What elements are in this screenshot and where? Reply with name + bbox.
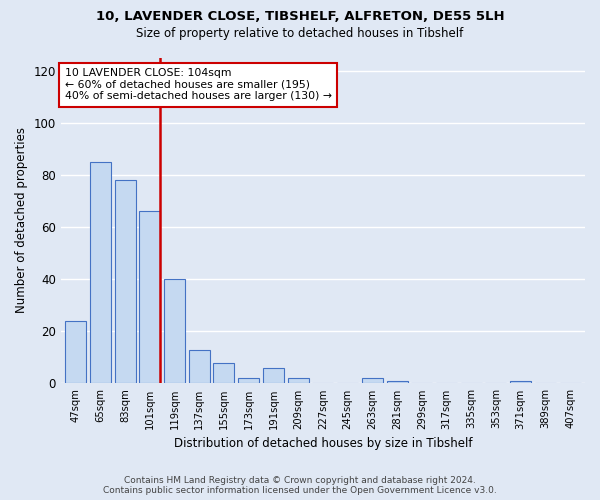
- Bar: [510, 381, 531, 384]
- Bar: [164, 279, 185, 384]
- Text: Size of property relative to detached houses in Tibshelf: Size of property relative to detached ho…: [136, 28, 464, 40]
- Bar: [287, 378, 308, 384]
- Bar: [65, 321, 86, 384]
- Bar: [214, 362, 235, 384]
- Bar: [238, 378, 259, 384]
- Bar: [139, 212, 160, 384]
- Bar: [189, 350, 210, 384]
- Bar: [362, 378, 383, 384]
- X-axis label: Distribution of detached houses by size in Tibshelf: Distribution of detached houses by size …: [173, 437, 472, 450]
- Text: Contains HM Land Registry data © Crown copyright and database right 2024.
Contai: Contains HM Land Registry data © Crown c…: [103, 476, 497, 495]
- Text: 10, LAVENDER CLOSE, TIBSHELF, ALFRETON, DE55 5LH: 10, LAVENDER CLOSE, TIBSHELF, ALFRETON, …: [95, 10, 505, 23]
- Y-axis label: Number of detached properties: Number of detached properties: [15, 128, 28, 314]
- Bar: [90, 162, 111, 384]
- Text: 10 LAVENDER CLOSE: 104sqm
← 60% of detached houses are smaller (195)
40% of semi: 10 LAVENDER CLOSE: 104sqm ← 60% of detac…: [65, 68, 332, 101]
- Bar: [386, 381, 407, 384]
- Bar: [263, 368, 284, 384]
- Bar: [115, 180, 136, 384]
